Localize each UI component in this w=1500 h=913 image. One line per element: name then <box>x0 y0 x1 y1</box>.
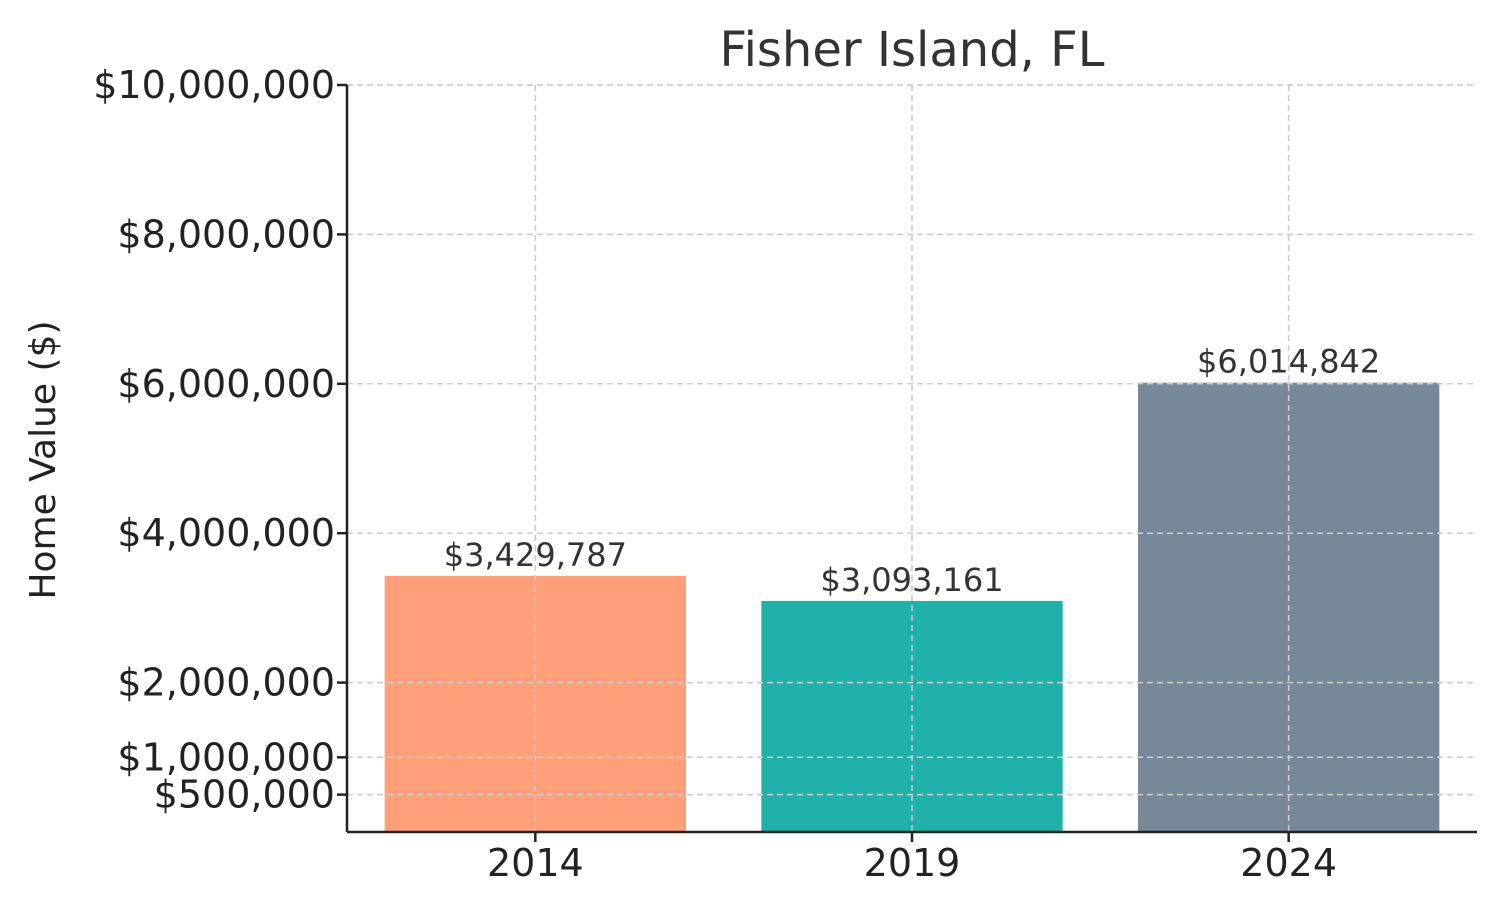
grid-overlay <box>347 84 1477 832</box>
y-tick-label: $6,000,000 <box>117 362 335 406</box>
bar-2014 <box>384 575 686 832</box>
y-tick-label: $1,000,000 <box>117 735 335 779</box>
chart-title: Fisher Island, FL <box>719 22 1104 78</box>
x-tick-label: 2019 <box>864 841 961 885</box>
y-axis-label: Home Value ($) <box>23 320 64 599</box>
labels-layer: $3,429,787 $3,093,161 $6,014,842 <box>444 343 1381 599</box>
data-label: $3,093,161 <box>820 561 1003 599</box>
y-tick-label: $10,000,000 <box>93 63 335 107</box>
x-tick-label: 2014 <box>487 841 584 885</box>
y-tick-label: $4,000,000 <box>117 511 335 555</box>
y-tick-label: $500,000 <box>154 773 335 817</box>
data-label: $3,429,787 <box>444 536 627 574</box>
y-tick-label: $2,000,000 <box>117 661 335 705</box>
y-tick-label: $8,000,000 <box>117 212 335 256</box>
data-label: $6,014,842 <box>1197 343 1380 381</box>
x-tick-label: 2024 <box>1240 841 1337 885</box>
axes-layer: $500,000$1,000,000 $2,000,000 $4,000,000 $6… <box>93 63 1477 885</box>
